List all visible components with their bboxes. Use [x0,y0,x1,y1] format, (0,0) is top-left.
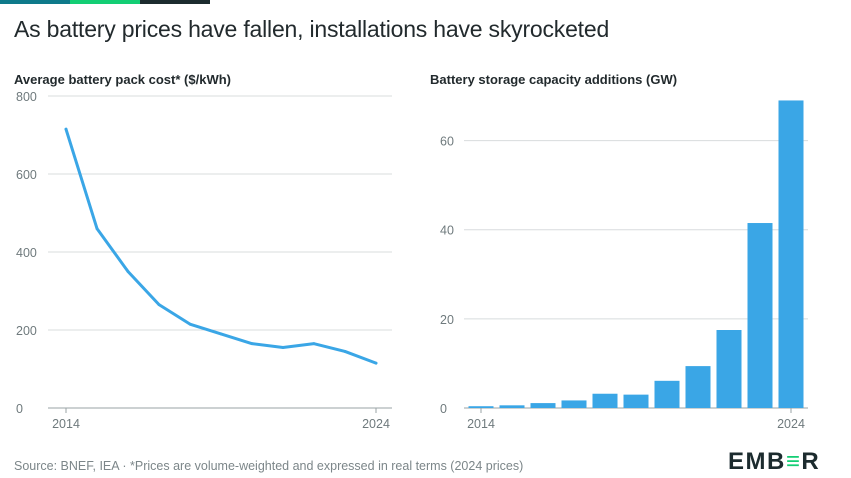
right-y-tick-label: 60 [440,135,454,149]
cost-point [312,342,316,346]
left-x-tick-label: 2014 [52,417,80,431]
right-y-tick-label: 20 [440,313,454,327]
capacity-bar [623,394,649,408]
cost-point [95,227,99,231]
capacity-bar [778,100,804,408]
logo-text-mid: ≡ [785,448,802,475]
logo-text-right: R [801,448,821,475]
capacity-bar [592,393,618,408]
cost-point [219,332,223,336]
capacity-bar [530,403,556,408]
left-y-tick-label: 600 [16,168,37,182]
accent-segment-dark [140,0,210,4]
left-y-tick-label: 800 [16,90,37,104]
ember-logo: EMB≡R [728,448,820,476]
left-chart-title: Average battery pack cost* ($/kWh) [14,72,231,87]
capacity-bar [747,223,773,408]
source-note: Source: BNEF, IEA · *Prices are volume-w… [14,459,524,473]
cost-point [188,322,192,326]
accent-segment-teal [0,0,70,4]
capacity-bar [685,366,711,408]
right-chart-title: Battery storage capacity additions (GW) [430,72,678,87]
right-y-tick-label: 40 [440,224,454,238]
capacity-bar [468,406,494,408]
right-y-tick-label: 0 [440,402,447,416]
cost-point [126,270,130,273]
cost-line [64,127,378,365]
cost-point [250,342,254,346]
left-y-tick-label: 400 [16,246,37,260]
left-x-tick-label: 2024 [362,417,390,431]
left-y-tick-label: 200 [16,324,37,338]
right-x-tick-label: 2014 [467,417,495,431]
capacity-bar [561,400,587,408]
capacity-bar [654,380,680,408]
logo-text-left: EMB [728,448,786,475]
page-title: As battery prices have fallen, installat… [14,16,610,42]
left-y-tick-label: 0 [16,402,23,416]
capacity-bar [499,405,525,408]
cost-point [343,350,347,353]
cost-point [374,361,378,365]
accent-segment-green [70,0,140,4]
cost-point [281,346,285,349]
cost-point [64,127,68,131]
brand-accent-bar [0,0,210,4]
capacity-bar [716,330,742,408]
right-x-tick-label: 2024 [777,417,805,431]
cost-point [157,303,161,307]
